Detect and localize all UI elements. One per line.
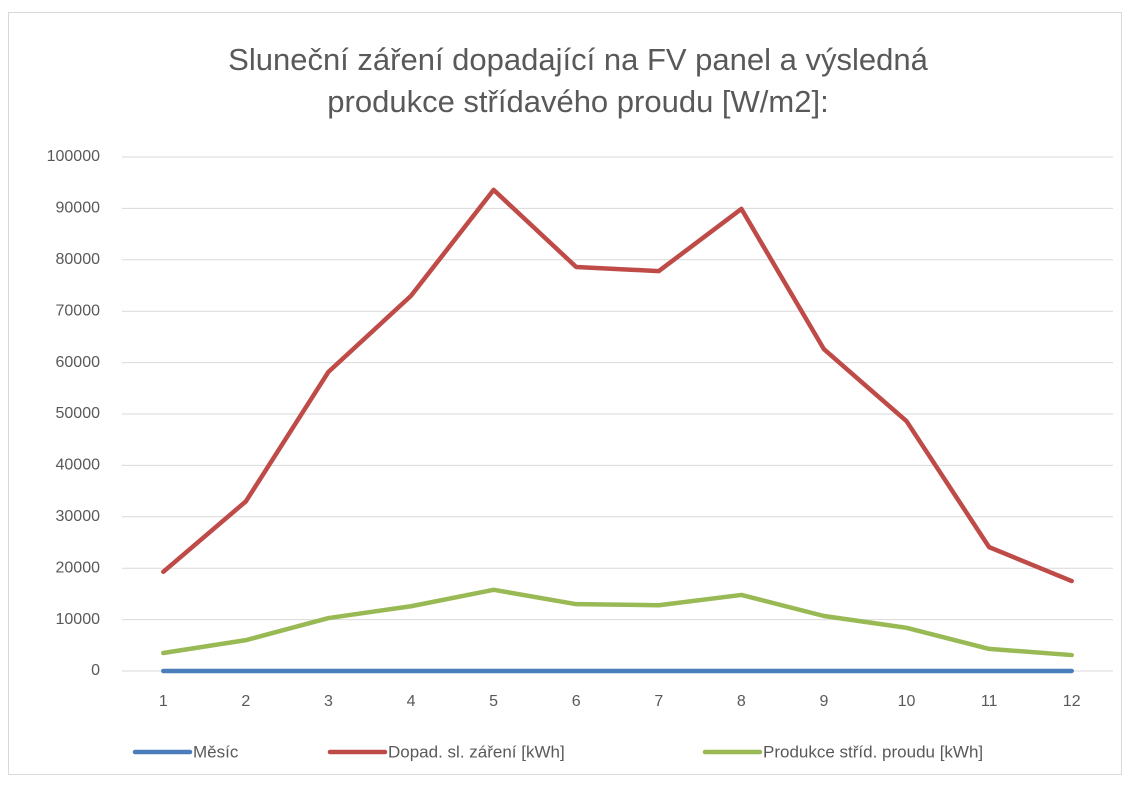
y-tick-label: 50000 <box>56 405 101 422</box>
x-tick-label: 3 <box>324 693 333 710</box>
y-tick-label: 40000 <box>56 457 101 474</box>
line-series <box>161 587 1074 658</box>
y-tick-label: 20000 <box>56 559 101 576</box>
x-tick-label: 1 <box>159 693 168 710</box>
chart-title: produkce střídavého proudu [W/m2]: <box>327 84 828 119</box>
x-tick-label: 7 <box>654 693 663 710</box>
y-tick-label: 90000 <box>56 200 101 217</box>
y-tick-label: 10000 <box>56 611 101 628</box>
legend-label: Měsíc <box>193 742 239 761</box>
legend-label: Dopad. sl. záření [kWh] <box>388 742 565 761</box>
y-tick-label: 30000 <box>56 508 101 525</box>
line-series <box>161 187 1074 584</box>
y-tick-label: 80000 <box>56 251 101 268</box>
x-tick-label: 10 <box>898 693 916 710</box>
legend-label: Produkce stříd. proudu [kWh] <box>763 742 983 761</box>
y-tick-label: 70000 <box>56 302 101 319</box>
x-tick-label: 2 <box>241 693 250 710</box>
chart-title: Sluneční záření dopadající na FV panel a… <box>228 42 928 77</box>
x-tick-label: 4 <box>407 693 416 710</box>
x-tick-label: 6 <box>572 693 581 710</box>
y-tick-label: 0 <box>91 662 100 679</box>
x-tick-label: 12 <box>1063 693 1081 710</box>
x-tick-label: 5 <box>489 693 498 710</box>
x-tick-label: 9 <box>820 693 829 710</box>
y-tick-label: 60000 <box>56 354 101 371</box>
x-tick-label: 8 <box>737 693 746 710</box>
x-tick-label: 11 <box>981 693 998 710</box>
y-tick-label: 100000 <box>47 148 100 165</box>
chart-frame <box>8 12 1122 775</box>
